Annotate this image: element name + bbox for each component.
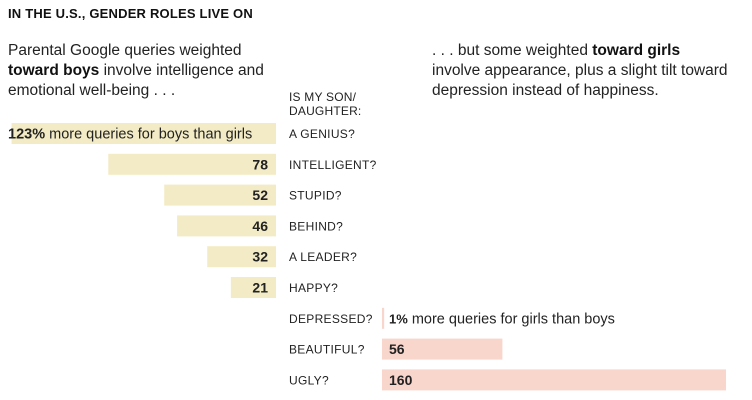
category-label-happy: HAPPY? (289, 281, 338, 295)
category-label-a-leader: A LEADER? (289, 250, 357, 264)
category-label-intelligent: INTELLIGENT? (289, 158, 377, 172)
bar-boys-a-leader (207, 246, 276, 268)
intro-boys: Parental Google queries weighted toward … (8, 41, 268, 101)
intro-girls-post: involve appearance, plus a slight tilt t… (432, 62, 728, 99)
bar-boys-behind (177, 215, 276, 237)
intro-boys-post: involve intelligence and emotional well-… (8, 62, 264, 99)
intro-girls-bold: toward girls (592, 42, 681, 59)
column-head: IS MY SON/ DAUGHTER: (289, 90, 379, 118)
bar-girls-beautiful (382, 338, 503, 360)
bar-girls-ugly (382, 369, 726, 391)
bar-boys-happy (230, 277, 276, 298)
bar-value-label-stupid: 52 (252, 187, 268, 203)
category-label-beautiful: BEAUTIFUL? (289, 343, 365, 357)
bar-value-label-happy: 21 (252, 280, 268, 296)
category-label-stupid: STUPID? (289, 189, 342, 203)
bar-value-label-ugly: 160 (389, 372, 413, 388)
chart-kicker: IN THE U.S., GENDER ROLES LIVE ON (8, 6, 253, 21)
bar-value-label-a-leader: 32 (252, 249, 268, 265)
category-label-a-genius: A GENIUS? (289, 127, 355, 141)
category-label-depressed: DEPRESSED? (289, 312, 373, 326)
intro-girls-pre: . . . but some weighted (432, 42, 593, 59)
column-head-line-2: DAUGHTER: (289, 104, 362, 118)
intro-boys-pre: Parental Google queries weighted (8, 42, 242, 59)
category-label-behind: BEHIND? (289, 219, 343, 233)
bar-value-label-beautiful: 56 (389, 341, 405, 357)
intro-girls: . . . but some weighted toward girls inv… (432, 41, 732, 101)
category-label-ugly: UGLY? (289, 373, 329, 387)
bar-value-label-depressed: 1% more queries for girls than boys (389, 311, 615, 327)
column-head-line-1: IS MY SON/ (289, 90, 357, 104)
bar-boys-intelligent (108, 153, 276, 175)
bar-girls-depressed (382, 307, 385, 329)
bar-value-label-behind: 46 (252, 218, 268, 234)
bar-boys-stupid (164, 184, 276, 206)
bar-value-label-intelligent: 78 (252, 156, 268, 172)
bar-boys-a-genius (11, 123, 277, 144)
intro-boys-bold: toward boys (8, 62, 100, 79)
bar-value-label-a-genius: 123% more queries for boys than girls (8, 127, 252, 143)
